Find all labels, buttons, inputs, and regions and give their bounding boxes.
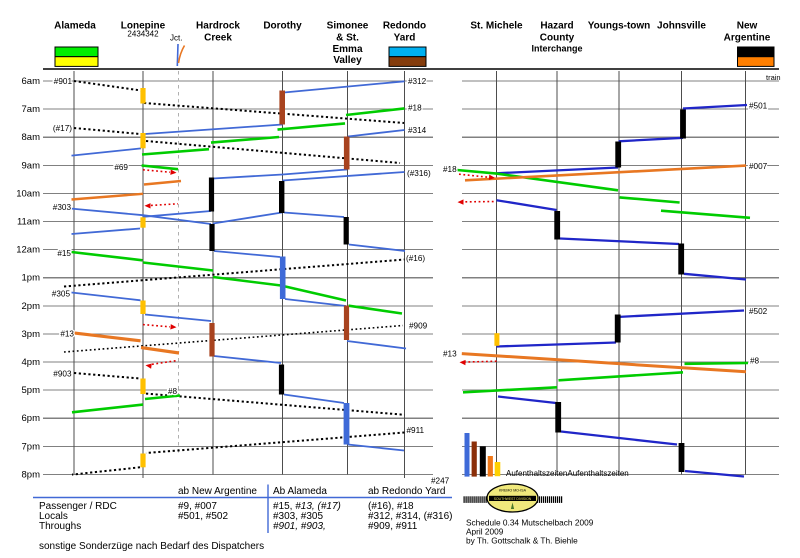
svg-text:#15, #13, (#17): #15, #13, (#17) [273, 501, 341, 512]
svg-text:New: New [737, 21, 758, 32]
svg-text:Interchange: Interchange [531, 44, 582, 54]
svg-text:AufenthaltszeitenAufenthaltsze: AufenthaltszeitenAufenthaltszeiten [506, 469, 629, 478]
svg-text:#903: #903 [53, 370, 72, 379]
svg-text:#18: #18 [408, 104, 422, 113]
svg-text:Jct.: Jct. [170, 34, 182, 43]
svg-text:#502: #502 [749, 307, 768, 316]
svg-text:Throughs: Throughs [39, 521, 81, 532]
svg-text:Lonepine: Lonepine [121, 21, 166, 32]
svg-text:#303, #305: #303, #305 [273, 511, 323, 522]
svg-text:Hazard: Hazard [540, 21, 573, 32]
svg-text:6am: 6am [22, 76, 41, 87]
svg-text:6pm: 6pm [22, 413, 41, 424]
svg-text:(#316): (#316) [407, 169, 431, 178]
svg-text:Locals: Locals [39, 511, 68, 522]
svg-text:Argentine: Argentine [724, 33, 771, 44]
svg-text:County: County [540, 33, 575, 44]
svg-text:9am: 9am [22, 160, 41, 171]
svg-text:#314: #314 [408, 126, 427, 135]
svg-text:#13: #13 [443, 350, 457, 359]
svg-text:train: train [766, 73, 781, 82]
svg-text:by Th. Gottschalk & Th. Biehle: by Th. Gottschalk & Th. Biehle [466, 535, 578, 545]
svg-text:#007: #007 [749, 162, 768, 171]
svg-text:2pm: 2pm [22, 301, 41, 312]
svg-text:#501: #501 [749, 101, 768, 110]
svg-text:7pm: 7pm [22, 441, 41, 452]
svg-text:7am: 7am [22, 104, 41, 115]
svg-text:Redondo: Redondo [383, 21, 426, 32]
svg-text:Valley: Valley [333, 55, 362, 66]
svg-text:#18: #18 [443, 165, 457, 174]
svg-text:#911: #911 [407, 426, 425, 435]
svg-text:#13: #13 [60, 330, 74, 339]
svg-text:#901: #901 [54, 77, 73, 86]
svg-text:11am: 11am [17, 217, 40, 228]
svg-text:5pm: 5pm [22, 385, 41, 396]
svg-text:8am: 8am [22, 132, 41, 143]
svg-text:#247: #247 [431, 477, 450, 486]
svg-text:4pm: 4pm [22, 357, 41, 368]
svg-text:#8: #8 [750, 357, 760, 366]
svg-text:Hardrock: Hardrock [196, 21, 240, 32]
svg-text:#305: #305 [52, 290, 71, 299]
svg-text:Simonee: Simonee [327, 21, 369, 32]
svg-text:#303: #303 [53, 203, 72, 212]
svg-text:Schedule 0.34 Mutschelbach 200: Schedule 0.34 Mutschelbach 2009 [466, 518, 594, 528]
svg-text:ab Redondo Yard: ab Redondo Yard [368, 486, 445, 497]
svg-text:ab New Argentine: ab New Argentine [178, 486, 257, 497]
svg-text:Ab Alameda: Ab Alameda [273, 486, 327, 497]
svg-text:#901, #903,: #901, #903, [273, 521, 326, 532]
svg-text:Yard: Yard [394, 33, 416, 44]
svg-text:#501, #502: #501, #502 [178, 511, 228, 522]
svg-text:#909: #909 [409, 322, 428, 331]
svg-text:#69: #69 [114, 163, 128, 172]
svg-text:10am: 10am [16, 188, 40, 199]
svg-text:3pm: 3pm [22, 329, 41, 340]
svg-text:#312, #314, (#316): #312, #314, (#316) [368, 511, 453, 522]
svg-text:April 2009: April 2009 [466, 526, 504, 536]
svg-text:Johnsville: Johnsville [657, 21, 706, 32]
svg-text:Passenger / RDC: Passenger / RDC [39, 501, 117, 512]
svg-text:Emma: Emma [332, 44, 362, 55]
svg-text:sonstige Sonderzüge nach Bedar: sonstige Sonderzüge nach Bedarf des Disp… [39, 541, 264, 552]
svg-text:Dorothy: Dorothy [263, 21, 302, 32]
svg-text:2434342: 2434342 [127, 29, 159, 38]
svg-text:& St.: & St. [336, 33, 359, 44]
svg-text:Alameda: Alameda [54, 21, 96, 32]
svg-text:SOUTHWEST DIVISION: SOUTHWEST DIVISION [494, 497, 532, 501]
svg-text:Youngs-town: Youngs-town [588, 21, 651, 32]
svg-text:12am: 12am [16, 245, 40, 256]
svg-text:#312: #312 [408, 77, 427, 86]
svg-text:#9, #007: #9, #007 [178, 501, 217, 512]
svg-text:St. Michele: St. Michele [470, 21, 523, 32]
svg-text:(#17): (#17) [53, 124, 72, 133]
svg-text:(#16), #18: (#16), #18 [368, 501, 414, 512]
svg-text:Creek: Creek [204, 33, 232, 44]
svg-text:#15: #15 [57, 249, 71, 258]
svg-text:8pm: 8pm [22, 469, 41, 480]
svg-text:(#16): (#16) [406, 254, 425, 263]
svg-text:#909, #911: #909, #911 [368, 521, 418, 532]
svg-text:KREMO MO-ISA: KREMO MO-ISA [499, 489, 527, 493]
svg-text:#8: #8 [168, 387, 178, 396]
svg-text:1pm: 1pm [22, 273, 41, 284]
